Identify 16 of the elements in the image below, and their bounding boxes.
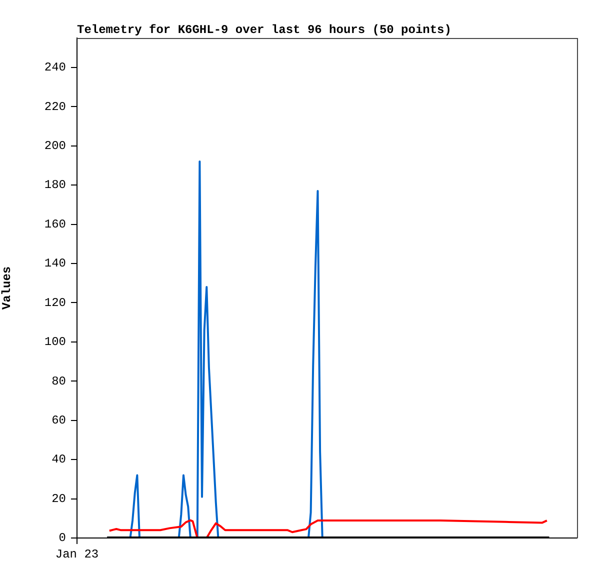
y-tick-label: 220 [44, 100, 66, 114]
y-tick-label: 160 [44, 217, 66, 232]
y-tick-label: 180 [44, 178, 66, 192]
y-tick-label: 0 [58, 531, 66, 546]
y-tick-label: 120 [44, 296, 66, 310]
chart-title: Telemetry for K6GHL-9 over last 96 hours (50 points) [77, 23, 452, 38]
y-tick-label: 60 [52, 414, 66, 428]
y-tick-label: 40 [52, 452, 66, 467]
y-tick-label: 80 [52, 374, 66, 388]
y-axis-title: Values [0, 266, 14, 310]
y-tick-label: 240 [44, 60, 66, 75]
x-tick-label: Jan 23 [55, 547, 99, 562]
y-tick-label: 100 [44, 335, 66, 350]
y-tick-label: 200 [44, 139, 66, 154]
y-tick-label: 20 [52, 492, 66, 506]
y-tick-label: 140 [44, 256, 66, 271]
